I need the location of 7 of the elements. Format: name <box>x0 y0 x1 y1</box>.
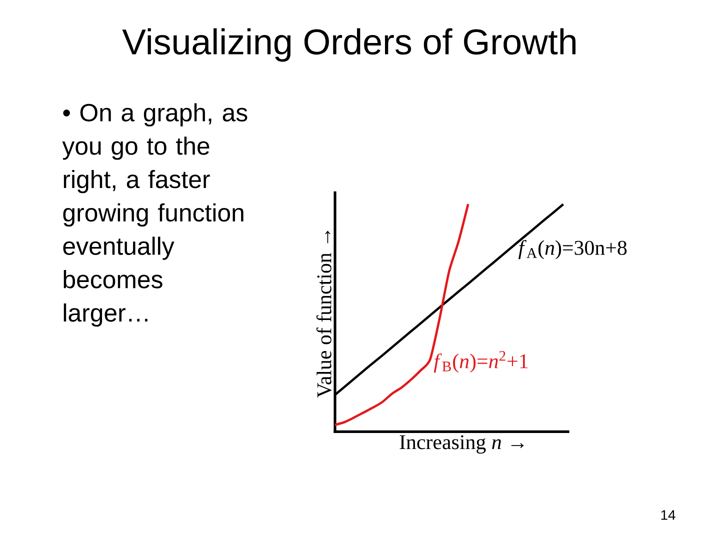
text: 14 <box>661 510 676 520</box>
series-label: f$_{B}$(n)=n$^{2}$+1 <box>434 350 528 373</box>
text: • On a graph, as you go to the right, a faster growing function eventually becomes larger… <box>62 103 248 327</box>
y-axis-title: Value of function → <box>316 230 332 398</box>
series-label: f$_{A}$(n)=30n+8 <box>518 240 627 260</box>
x-axis-title: Increasing n → <box>400 435 524 454</box>
chart-title: Visualizing Orders of Growth <box>122 28 576 62</box>
